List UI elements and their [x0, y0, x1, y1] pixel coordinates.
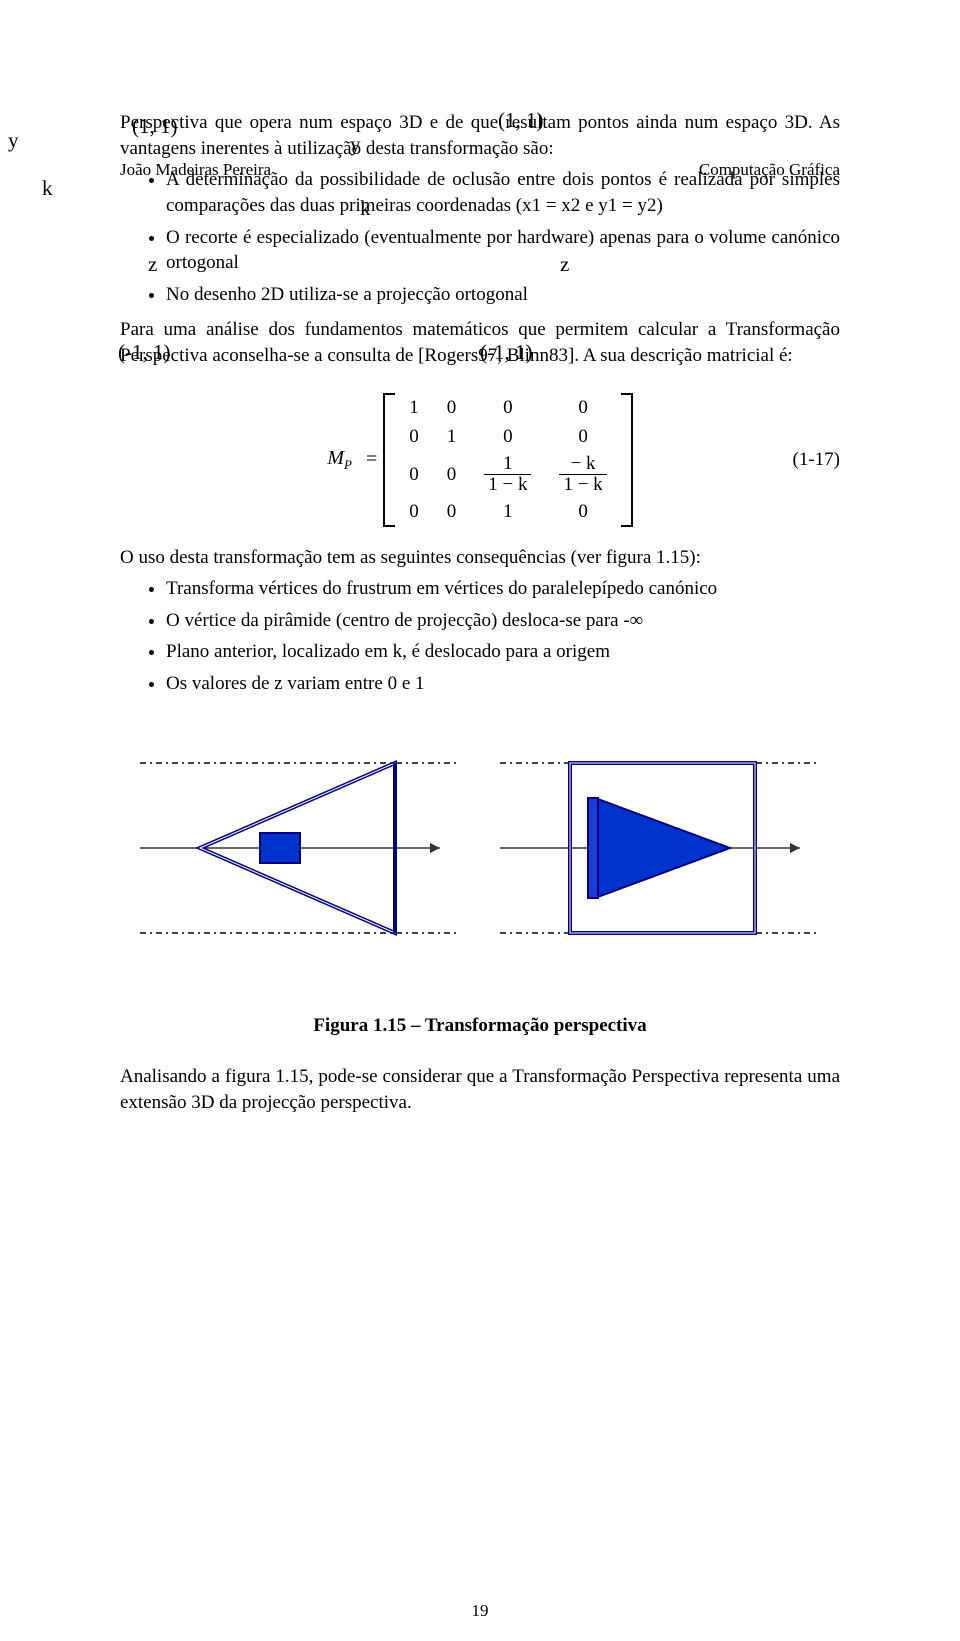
matrix-label: MP: [327, 445, 352, 474]
list-item: O recorte é especializado (eventualmente…: [166, 225, 840, 276]
header-author: João Madeiras Pereira: [120, 160, 271, 180]
paragraph-1: Perspectiva que opera num espaço 3D e de…: [120, 110, 840, 161]
list-item: Os valores de z variam entre 0 e 1: [166, 671, 840, 697]
matrix-equation: MP = 100001000011 − k− k1 − k0010 (1-17): [120, 393, 840, 527]
figure-caption: Figura 1.15 – Transformação perspectiva: [120, 1013, 840, 1039]
page-number: 19: [0, 1601, 960, 1621]
list-item: No desenho 2D utiliza-se a projecção ort…: [166, 282, 840, 308]
left-bracket: [383, 393, 395, 527]
header-course: Computação Gráfica: [699, 160, 840, 180]
consequences-list: Transforma vértices do frustrum em vérti…: [120, 576, 840, 697]
paragraph-3: O uso desta transformação tem as seguint…: [120, 545, 840, 571]
matrix-body: 100001000011 − k− k1 − k0010: [395, 393, 620, 527]
stray-coord-tl: (1, 1): [132, 114, 178, 139]
equation-number: (1-17): [793, 447, 840, 473]
list-item: Transforma vértices do frustrum em vérti…: [166, 576, 840, 602]
advantages-list: A determinação da possibilidade de oclus…: [120, 167, 840, 307]
page: y y k k (1, 1) (1, 1) z z (-1, 1) (-1, 1…: [0, 110, 960, 1641]
stray-coord-tr: (1, 1): [498, 108, 544, 133]
stray-y-left: y: [8, 128, 19, 153]
right-bracket: [621, 393, 633, 527]
stray-coord-br: (-1, 1): [480, 340, 532, 365]
body-text: Perspectiva que opera num espaço 3D e de…: [120, 110, 840, 1116]
list-item: O vértice da pirâmide (centro de projecç…: [166, 608, 840, 634]
matrix-sub: P: [344, 457, 352, 472]
stray-z-right: z: [560, 252, 569, 277]
stray-y-mid: y: [350, 132, 361, 157]
figure-row: [120, 733, 840, 963]
stray-z-left: z: [148, 252, 157, 277]
list-item: Plano anterior, localizado em k, é deslo…: [166, 639, 840, 665]
equals-sign: =: [366, 446, 377, 473]
figure-box: [500, 733, 820, 963]
paragraph-4: Analisando a figura 1.15, pode-se consid…: [120, 1064, 840, 1115]
stray-coord-bl: (-1, 1): [118, 340, 170, 365]
matrix-letter: M: [327, 447, 344, 469]
figure-frustrum: [140, 733, 460, 963]
stray-k-mid: k: [360, 196, 371, 221]
stray-k-left: k: [42, 176, 53, 201]
